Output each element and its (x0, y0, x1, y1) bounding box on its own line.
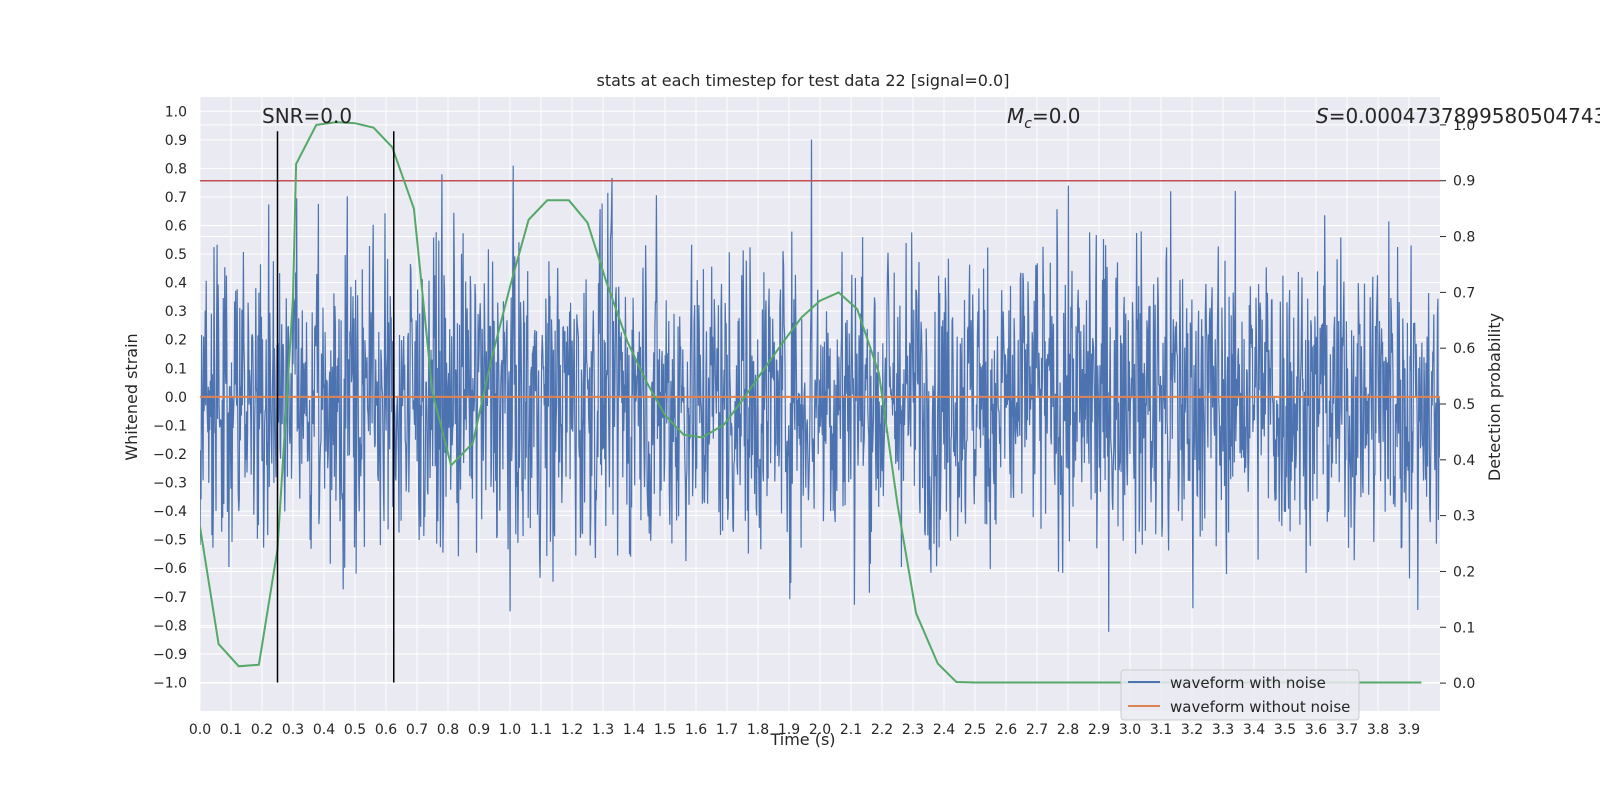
x-tick-label: 0.1 (220, 722, 242, 738)
y-tick-label: −0.2 (153, 447, 187, 463)
y-tick-label: −0.4 (153, 504, 187, 520)
y-tick-label: 0.9 (165, 133, 187, 149)
y-tick-label: −0.3 (153, 476, 187, 492)
legend-label-noisy: waveform with noise (1170, 674, 1326, 692)
x-tick-label: 0.4 (313, 722, 335, 738)
x-tick-label: 1.4 (623, 722, 645, 738)
y2-tick-label: 0.4 (1453, 453, 1475, 469)
y-tick-label: −0.8 (153, 618, 187, 634)
y-tick-label: −0.9 (153, 647, 187, 663)
y2-tick-label: 0.9 (1453, 174, 1475, 190)
y-tick-label: −0.5 (153, 533, 187, 549)
chirp-mass-annotation: Mc=0.0 (1007, 104, 1081, 132)
y-tick-label: −0.7 (153, 590, 187, 606)
x-tick-label: 3.5 (1274, 722, 1296, 738)
x-tick-label: 1.3 (592, 722, 614, 738)
y-tick-label: 0.1 (165, 361, 187, 377)
x-axis-ticks: 0.0 0.1 0.2 0.3 0.4 0.5 0.6 0.7 0.8 0.9 1.0 1.1 1.2 1… (189, 722, 1420, 738)
x-tick-label: 0.7 (406, 722, 428, 738)
y-tick-label: 0.2 (165, 333, 187, 349)
x-tick-label: 1.2 (561, 722, 583, 738)
x-tick-label: 2.6 (995, 722, 1017, 738)
snr-annotation: SNR=0.0 (262, 104, 352, 128)
x-tick-label: 3.3 (1212, 722, 1234, 738)
chirp-mass-subscript: c (1024, 116, 1032, 132)
x-tick-label: 1.9 (778, 722, 800, 738)
legend-label-clean: waveform without noise (1170, 698, 1350, 716)
chart-title: stats at each timestep for test data 22 … (597, 71, 1010, 90)
x-tick-label: 2.7 (1026, 722, 1048, 738)
legend: waveform with noise waveform without noi… (1120, 669, 1360, 721)
y2-tick-label: 1.0 (1453, 118, 1475, 134)
y2-tick-label: 0.5 (1453, 397, 1475, 413)
x-tick-label: 0.9 (468, 722, 490, 738)
x-tick-label: 2.8 (1057, 722, 1079, 738)
x-tick-label: 0.3 (282, 722, 304, 738)
y2-tick-label: 0.6 (1453, 341, 1475, 357)
x-tick-label: 1.6 (685, 722, 707, 738)
x-tick-label: 3.1 (1150, 722, 1172, 738)
x-tick-label: 1.7 (716, 722, 738, 738)
y2-tick-label: 0.0 (1453, 676, 1475, 692)
grid-lines (199, 97, 1440, 711)
x-tick-label: 1.0 (499, 722, 521, 738)
s-value: =0.0004737899580504743 (1329, 104, 1600, 128)
y2-axis-label: Detection probability (1485, 313, 1504, 481)
y2-tick-label: 0.7 (1453, 285, 1475, 301)
y-tick-label: 0.5 (165, 247, 187, 263)
y-tick-label: −0.1 (153, 418, 187, 434)
y2-tick-label: 0.2 (1453, 564, 1475, 580)
x-tick-label: 1.1 (530, 722, 552, 738)
x-tick-label: 3.9 (1398, 722, 1420, 738)
y2-tick-label: 0.8 (1453, 230, 1475, 246)
y2-tick-label: 0.1 (1453, 620, 1475, 636)
x-tick-label: 3.4 (1243, 722, 1265, 738)
chirp-mass-symbol: M (1007, 104, 1024, 128)
y-tick-label: 0.8 (165, 161, 187, 177)
x-tick-label: 2.0 (809, 722, 831, 738)
x-tick-label: 1.5 (654, 722, 676, 738)
x-tick-label: 0.6 (375, 722, 397, 738)
x-tick-label: 0.8 (437, 722, 459, 738)
series-waveform-with-noise (200, 139, 1440, 632)
chirp-mass-value: =0.0 (1032, 104, 1081, 128)
x-axis-label: Time (s) (769, 730, 835, 749)
y2-tick-label: 0.3 (1453, 509, 1475, 525)
y-tick-label: −1.0 (153, 675, 187, 691)
legend-box (1120, 669, 1360, 721)
x-tick-label: 3.7 (1336, 722, 1358, 738)
x-tick-label: 0.5 (344, 722, 366, 738)
x-tick-label: 3.2 (1181, 722, 1203, 738)
y-tick-label: −0.6 (153, 561, 187, 577)
s-symbol: S (1316, 104, 1329, 128)
x-tick-label: 0.0 (189, 722, 211, 738)
y-tick-label: 1.0 (165, 104, 187, 120)
y-tick-label: 0.4 (165, 276, 187, 292)
x-tick-label: 2.1 (840, 722, 862, 738)
x-tick-label: 2.9 (1088, 722, 1110, 738)
x-tick-label: 2.3 (902, 722, 924, 738)
x-tick-label: 2.4 (933, 722, 955, 738)
y-tick-label: 0.3 (165, 304, 187, 320)
x-tick-label: 2.2 (871, 722, 893, 738)
y-tick-label: 0.7 (165, 190, 187, 206)
x-tick-label: 3.6 (1305, 722, 1327, 738)
x-tick-label: 1.8 (747, 722, 769, 738)
x-tick-label: 3.8 (1367, 722, 1389, 738)
x-tick-label: 0.2 (251, 722, 273, 738)
y-tick-label: 0.0 (165, 390, 187, 406)
y2-axis-ticks: 1.0 0.9 0.8 0.7 0.6 0.5 0.4 0.3 0.2 0.1 0.0 (1440, 118, 1475, 692)
y-axis-ticks: 1.0 0.9 0.8 0.7 0.6 0.5 0.4 0.3 0.2 0.1 0.0 −0.1 −0.… (153, 104, 187, 691)
s-annotation: S=0.0004737899580504743 (1316, 104, 1600, 128)
x-tick-label: 2.5 (964, 722, 986, 738)
x-tick-label: 3.0 (1119, 722, 1141, 738)
y-tick-label: 0.6 (165, 219, 187, 235)
y-axis-label: Whitened strain (122, 333, 141, 460)
